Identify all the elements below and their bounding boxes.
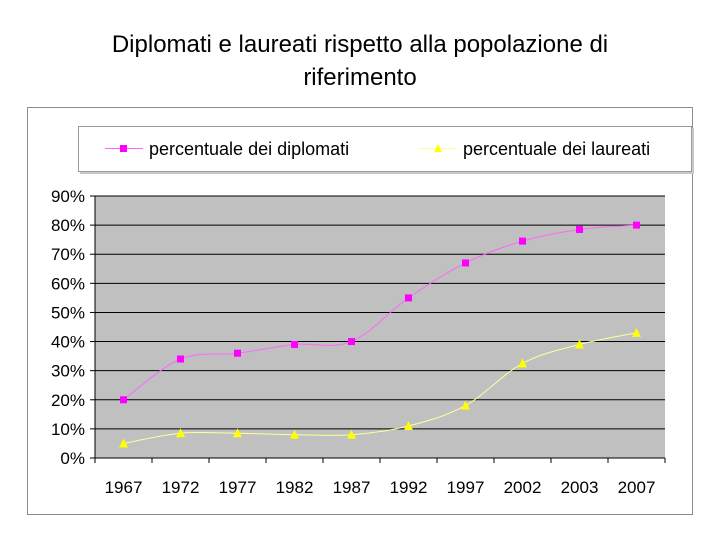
x-tick-label: 1987 xyxy=(333,478,371,497)
chart-legend: percentuale dei diplomati percentuale de… xyxy=(78,126,692,172)
y-tick-label: 60% xyxy=(51,274,85,293)
legend-label-diplomati: percentuale dei diplomati xyxy=(149,139,350,159)
data-point-triangle xyxy=(404,420,413,430)
x-tick-label: 1997 xyxy=(447,478,485,497)
y-tick-label: 80% xyxy=(51,216,85,235)
data-point-triangle xyxy=(347,429,356,439)
x-tick-label: 2003 xyxy=(561,478,599,497)
y-tick-label: 50% xyxy=(51,303,85,322)
y-tick-label: 0% xyxy=(60,449,85,468)
y-tick-label: 70% xyxy=(51,245,85,264)
y-tick-label: 40% xyxy=(51,333,85,352)
plot-area xyxy=(95,196,665,458)
x-tick-label: 1992 xyxy=(390,478,428,497)
data-point-triangle xyxy=(575,339,584,349)
y-tick-label: 90% xyxy=(51,187,85,206)
data-point-triangle xyxy=(461,400,470,410)
y-tick-label: 30% xyxy=(51,362,85,381)
x-tick-label: 1982 xyxy=(276,478,314,497)
chart-title: Diplomati e laureati rispetto alla popol… xyxy=(111,31,609,91)
data-point-triangle xyxy=(233,428,242,438)
x-tick-label: 1967 xyxy=(105,478,143,497)
data-point-triangle xyxy=(176,428,185,438)
data-point-square xyxy=(462,259,469,267)
data-point-square xyxy=(291,340,298,348)
legend-label-laureati: percentuale dei laureati xyxy=(463,139,651,159)
data-point-square xyxy=(576,225,583,233)
series-line-1 xyxy=(123,332,637,444)
data-point-square xyxy=(234,349,241,357)
legend-triangle-marker-icon xyxy=(434,144,442,152)
x-tick-label: 1972 xyxy=(162,478,200,497)
data-point-square xyxy=(519,237,526,245)
data-point-square xyxy=(348,338,355,346)
series-line-0 xyxy=(123,224,637,401)
x-tick-label: 2002 xyxy=(504,478,542,497)
data-point-square xyxy=(177,355,184,363)
x-tick-label: 1977 xyxy=(219,478,257,497)
legend-square-marker-icon xyxy=(120,145,127,152)
data-point-triangle xyxy=(119,438,128,448)
data-point-square xyxy=(120,396,127,404)
data-point-triangle xyxy=(290,429,299,439)
data-point-triangle xyxy=(632,327,641,337)
data-point-triangle xyxy=(518,358,527,368)
x-tick-label: 2007 xyxy=(618,478,656,497)
y-tick-label: 20% xyxy=(51,391,85,410)
data-point-square xyxy=(633,221,640,229)
y-tick-label: 10% xyxy=(51,420,85,439)
data-point-square xyxy=(405,294,412,302)
